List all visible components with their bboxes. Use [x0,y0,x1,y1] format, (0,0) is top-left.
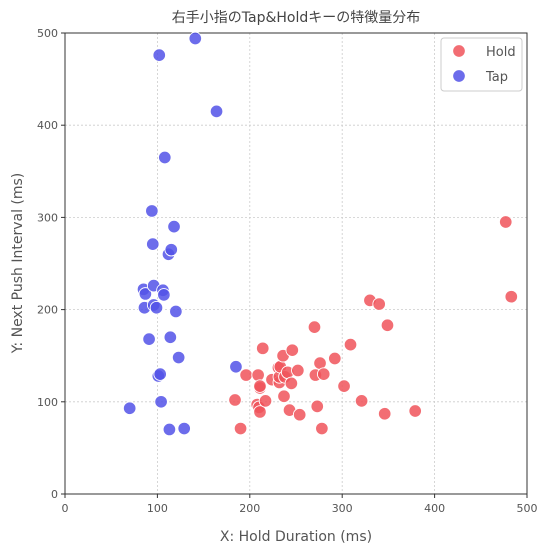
tap-point [142,332,156,346]
hold-point [316,367,331,381]
data-points [122,31,519,437]
plot-frame [64,32,528,495]
hold-point [504,289,519,304]
y-tick-label: 100 [37,396,58,409]
y-tick-label: 300 [37,211,58,224]
tap-point [138,287,153,301]
hold-point [291,363,305,378]
x-tick-label: 500 [517,502,538,515]
tap-point [152,48,166,62]
hold-point [251,368,265,382]
chart-title: 右手小指のTap&Holdキーの特徴量分布 [172,10,421,26]
x-tick-label: 400 [424,502,445,515]
hold-point [307,320,322,334]
hold-point [498,215,513,229]
x-tick-label: 200 [239,502,260,515]
hold-point [233,421,248,436]
hold-point [253,379,267,393]
legend-marker-hold [452,44,466,58]
y-tick-label: 0 [51,488,58,501]
y-tick-label: 400 [37,119,58,132]
tap-point [153,367,167,381]
tap-point [169,304,183,319]
hold-point [253,405,267,419]
hold-point [337,379,351,393]
tap-point [167,219,181,234]
hold-point [377,407,392,421]
hold-point [354,394,369,408]
hold-point [255,341,270,356]
hold-point [343,337,358,352]
x-tick-label: 100 [147,502,168,515]
hold-point [239,368,253,382]
hold-point [372,297,386,311]
y-tick-label: 500 [37,27,58,40]
hold-point [380,318,395,333]
hold-point [228,393,242,407]
tap-point [177,421,191,436]
tap-point [145,204,159,218]
tap-point [229,360,243,374]
tap-point [122,401,137,416]
hold-point [284,376,299,391]
tap-point [188,31,203,46]
hold-point [292,407,307,422]
hold-point [328,351,342,366]
y-axis-label: Y: Next Push Interval (ms) [10,173,26,355]
tap-point [162,422,177,437]
hold-point [310,399,325,414]
hold-point [258,394,273,408]
y-tick-label: 200 [37,304,58,317]
tap-point [154,395,168,409]
tap-point [171,350,186,365]
tap-point [158,150,172,165]
x-tick-label: 300 [332,502,353,515]
x-axis-label: X: Hold Duration (ms) [220,529,372,545]
tap-point [146,237,160,251]
tap-point [164,242,179,257]
tap-point [163,330,178,345]
hold-point [285,343,300,357]
legend-label-tap: Tap [485,70,508,85]
legend: Hold Tap [440,37,523,92]
x-tick-label: 0 [62,502,69,515]
hold-point [315,421,329,436]
legend-label-hold: Hold [486,45,516,60]
hold-point [408,404,422,418]
legend-marker-tap [452,69,466,83]
tap-point [157,288,171,302]
axis-ticks: 0 100 200 300 400 500 0 100 200 300 400 500 [37,27,538,515]
tap-point [209,104,224,119]
hold-point [277,389,291,404]
tap-point [149,301,164,315]
